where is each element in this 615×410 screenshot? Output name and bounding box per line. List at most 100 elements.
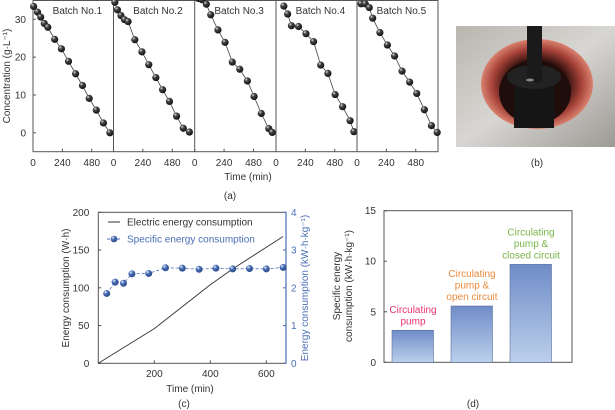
data-point — [302, 30, 310, 38]
data-point — [72, 70, 80, 78]
data-point — [280, 2, 288, 10]
data-point — [338, 103, 347, 111]
x-tick-label: 480 — [83, 158, 100, 169]
data-point — [85, 94, 93, 102]
x-tick-label: 0 — [354, 158, 360, 169]
y-tick-label: 15 — [365, 206, 377, 217]
specific-energy-point — [246, 265, 253, 273]
data-point — [365, 3, 373, 12]
x-tick-label: 240 — [297, 158, 314, 169]
data-point — [427, 122, 436, 130]
data-point — [398, 67, 406, 75]
data-point — [257, 109, 265, 118]
x-tick-label: 240 — [378, 158, 395, 169]
x-tick-label: 240 — [54, 158, 71, 169]
y-tick-label: 200 — [73, 208, 90, 219]
bar-label: closed circuit — [502, 250, 560, 261]
bar-label: Circulating — [448, 269, 495, 280]
specific-energy-point — [229, 265, 237, 273]
specific-energy-point — [111, 278, 119, 286]
data-point — [383, 41, 391, 49]
x-axis-label: Time (min) — [166, 384, 213, 395]
photo-highlight — [526, 78, 534, 82]
x-tick-label: 0 — [192, 158, 198, 169]
specific-energy-point — [212, 264, 220, 272]
specific-energy-point — [128, 270, 136, 278]
data-point — [243, 77, 251, 85]
data-point — [331, 90, 339, 99]
specific-energy-point — [162, 264, 169, 272]
y-axis-label: consumption (kW·h·kg⁻¹) — [344, 230, 355, 342]
data-point — [51, 35, 59, 43]
y-tick-label: 10 — [365, 257, 377, 268]
specific-energy-point — [120, 279, 127, 287]
data-point — [376, 28, 384, 37]
panel-c: 0 50 100 150 200 0 1 2 3 4 200 400 600 Time (min) Ener… — [61, 208, 311, 395]
y-tick-label: 0 — [370, 358, 376, 369]
y2-axis-label: Energy consumption (kW·h·kg⁻¹) — [300, 215, 311, 361]
bar — [450, 305, 493, 363]
caption-b: (b) — [531, 158, 543, 169]
data-point — [152, 73, 160, 82]
data-point — [287, 22, 296, 30]
data-point — [145, 61, 153, 69]
x-tick-label: 480 — [245, 158, 262, 169]
x-tick-label: 0 — [30, 158, 36, 169]
data-point — [106, 129, 114, 137]
data-point — [92, 106, 100, 114]
data-point — [294, 22, 303, 31]
data-point — [346, 117, 354, 125]
y-tick-label: 5 — [370, 307, 376, 318]
data-point — [390, 52, 399, 60]
x-tick-label: 600 — [258, 369, 275, 380]
batch-label: Batch No.1 — [53, 6, 103, 17]
data-point — [131, 36, 139, 44]
data-point — [369, 14, 377, 22]
specific-energy-point — [195, 265, 203, 273]
data-point — [202, 0, 210, 8]
data-point — [324, 69, 332, 78]
data-point — [113, 6, 122, 14]
legend-marker-specific — [110, 235, 118, 243]
y-tick-label: 30 — [15, 15, 27, 26]
y-axis-label: Specific energy — [332, 252, 343, 320]
data-point — [350, 128, 358, 136]
data-point — [207, 11, 215, 19]
data-point — [420, 106, 428, 114]
x-tick-label: 400 — [202, 369, 219, 380]
bar-label: Circulating — [389, 305, 436, 316]
x-tick-label: 240 — [216, 158, 233, 169]
panel-d: 0 5 10 15 Specific energy consumption (kW·h·k… — [332, 206, 573, 369]
batch-line — [361, 3, 438, 133]
x-tick-label: 480 — [164, 158, 181, 169]
y2-tick-label: 3 — [291, 246, 297, 257]
specific-energy-point — [103, 289, 111, 297]
y-tick-label: 20 — [15, 53, 27, 64]
batch-label: Batch No.5 — [377, 6, 427, 17]
data-point — [221, 38, 229, 46]
specific-energy-point — [262, 265, 270, 273]
caption-a: (a) — [224, 191, 236, 202]
legend-specific: Specific energy consumption — [127, 235, 255, 246]
batch-label: Batch No.3 — [214, 6, 264, 17]
data-point — [158, 86, 167, 94]
data-point — [214, 26, 222, 34]
y-tick-label: 0 — [20, 128, 26, 139]
x-tick-label: 0 — [273, 158, 279, 169]
data-point — [44, 23, 52, 31]
data-point — [228, 58, 236, 66]
bar-label: pump — [400, 316, 425, 327]
y-tick-label: 0 — [84, 359, 90, 370]
x-tick-label: 240 — [135, 158, 152, 169]
bar — [391, 329, 434, 363]
bar — [509, 264, 552, 363]
x-tick-label: 480 — [407, 158, 424, 169]
y-axis-label: Energy consumption (W·h) — [61, 229, 72, 348]
data-point — [309, 38, 318, 46]
bar-label: pump & — [514, 239, 549, 250]
data-point — [138, 48, 146, 56]
data-point — [124, 17, 132, 26]
y2-tick-label: 2 — [291, 283, 297, 294]
bar-label: open circuit — [446, 292, 497, 303]
y-tick-label: 100 — [73, 283, 90, 294]
